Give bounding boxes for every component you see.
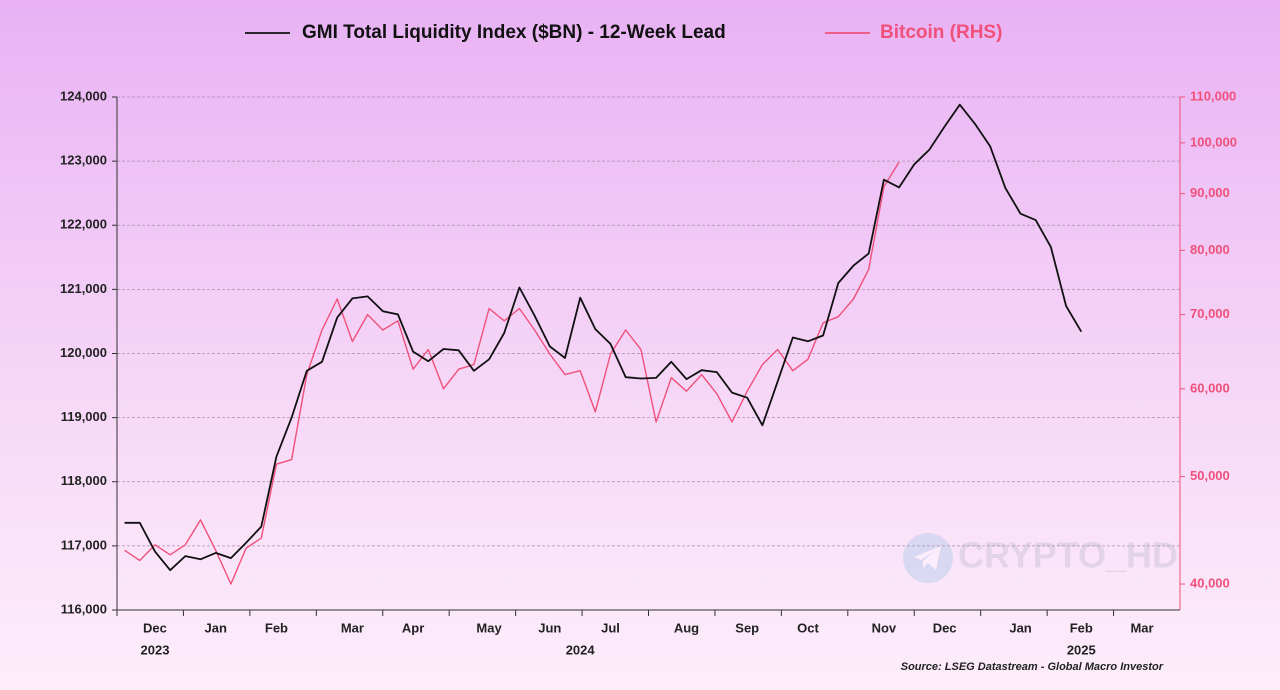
watermark-text: CRYPTO_HD <box>958 535 1178 576</box>
y2-tick-label: 100,000 <box>1190 134 1237 149</box>
x-tick-label: Dec <box>143 620 167 635</box>
x-year-label: 2024 <box>566 642 596 657</box>
series-line <box>124 161 900 585</box>
watermark-icon <box>903 533 953 583</box>
x-tick-label: Jan <box>205 620 227 635</box>
x-tick-label: Mar <box>341 620 364 635</box>
x-tick-label: Feb <box>265 620 288 635</box>
x-tick-label: Mar <box>1130 620 1153 635</box>
x-tick-label: Oct <box>797 620 819 635</box>
x-year-label: 2025 <box>1067 642 1096 657</box>
x-tick-label: Aug <box>674 620 699 635</box>
series-line <box>124 103 1083 572</box>
watermark-icon-plane <box>914 546 941 570</box>
x-tick-label: Dec <box>933 620 957 635</box>
x-tick-label: May <box>476 620 502 635</box>
x-tick-label: Apr <box>402 620 424 635</box>
x-tick-label: Feb <box>1070 620 1093 635</box>
y-tick-label: 116,000 <box>61 601 107 616</box>
source-note: Source: LSEG Datastream - Global Macro I… <box>901 661 1164 673</box>
y-tick-label: 123,000 <box>60 153 107 168</box>
y-tick-label: 119,000 <box>61 409 107 424</box>
y2-tick-label: 80,000 <box>1190 242 1230 257</box>
x-tick-label: Jul <box>601 620 620 635</box>
y2-tick-label: 60,000 <box>1190 380 1230 395</box>
legend-label: Bitcoin (RHS) <box>880 22 1002 43</box>
x-year-label: 2023 <box>141 642 170 657</box>
y2-tick-label: 70,000 <box>1190 306 1230 321</box>
y-tick-label: 120,000 <box>60 345 107 360</box>
x-tick-label: Nov <box>872 620 897 635</box>
y-tick-label: 117,000 <box>61 537 107 552</box>
y-tick-label: 121,000 <box>60 281 107 296</box>
y2-tick-label: 50,000 <box>1190 468 1230 483</box>
y-tick-label: 124,000 <box>60 88 107 103</box>
y2-tick-label: 90,000 <box>1190 185 1230 200</box>
y2-tick-label: 110,000 <box>1190 88 1236 103</box>
x-tick-label: Jan <box>1009 620 1031 635</box>
legend-label: GMI Total Liquidity Index ($BN) - 12-Wee… <box>302 22 726 43</box>
x-tick-label: Sep <box>735 620 759 635</box>
y-tick-label: 118,000 <box>61 473 107 488</box>
watermark: CRYPTO_HD <box>903 533 1178 583</box>
y-tick-label: 122,000 <box>60 217 107 232</box>
x-tick-label: Jun <box>538 620 561 635</box>
y2-tick-label: 40,000 <box>1190 575 1230 590</box>
